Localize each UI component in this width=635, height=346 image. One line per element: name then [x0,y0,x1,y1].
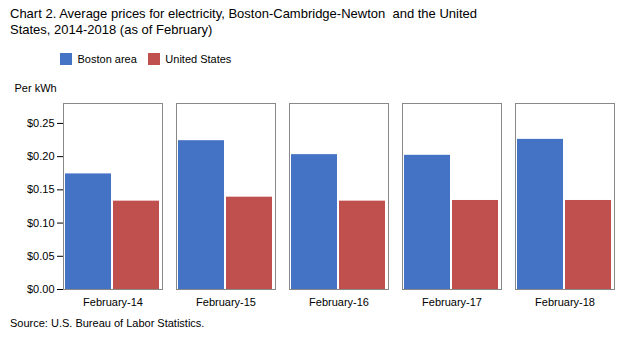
svg-text:February-14: February-14 [83,296,143,308]
svg-text:$0.25: $0.25 [27,116,55,128]
html-text:United States: United States [165,52,232,65]
svg-text:$0.10: $0.10 [27,216,55,228]
svg-text:$0.05: $0.05 [27,249,55,261]
html-text:Source: U.S. Bureau of Labor S: Source: U.S. Bureau of Labor Statistics. [10,316,205,329]
html-text:Chart 2. Average prices for el: Chart 2. Average prices for electricity,… [10,6,477,37]
svg-text:$0.00: $0.00 [27,283,55,295]
html-text:Boston area: Boston area [77,52,137,65]
svg-text:February-17: February-17 [422,296,482,308]
svg-text:February-15: February-15 [196,296,256,308]
svg-text:February-16: February-16 [309,296,369,308]
svg-text:February-18: February-18 [535,296,595,308]
svg-text:$0.20: $0.20 [27,150,55,162]
svg-text:Per kWh: Per kWh [15,82,57,94]
svg-text:$0.15: $0.15 [27,183,55,195]
